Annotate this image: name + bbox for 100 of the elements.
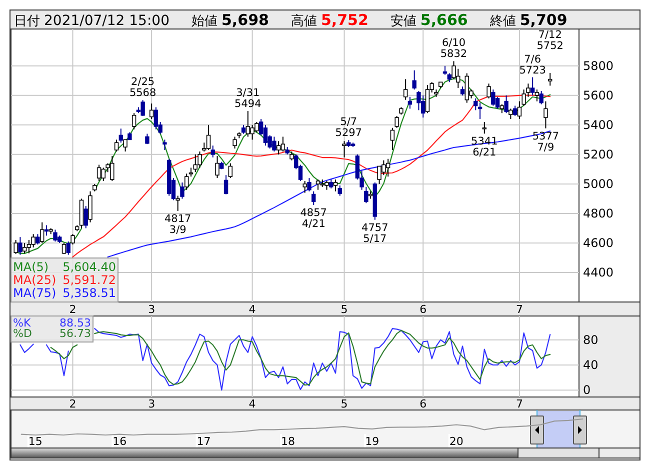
x-tick-label: 5 (340, 398, 348, 410)
annotation: 4817 3/9 (164, 212, 192, 236)
candlestick (18, 236, 22, 256)
annotation: 5,591.72 (62, 273, 116, 287)
candlestick (40, 222, 44, 244)
annotation: 88.53 (60, 316, 91, 330)
candlestick (53, 229, 58, 242)
candlestick (198, 150, 202, 168)
candlestick (504, 94, 508, 114)
y-tick-label: 5000 (583, 176, 614, 191)
candlestick (534, 89, 540, 102)
annotation: 2021/07/12 15:00 (44, 13, 170, 29)
candlestick (333, 179, 338, 192)
candlestick (84, 206, 88, 229)
candlestick (263, 124, 268, 146)
annotation: 3/31 5494 (234, 87, 262, 110)
candlestick (508, 108, 513, 120)
series-label: MA(5) (13, 260, 49, 274)
candlestick (246, 110, 250, 138)
x-tick-label: 2 (69, 303, 76, 316)
candlestick (162, 139, 167, 151)
series-label: %D (13, 327, 32, 340)
candlestick (276, 140, 281, 155)
candlestick (280, 136, 286, 152)
candlestick (22, 242, 27, 254)
annotation: 2/25 5568 (129, 76, 156, 100)
candlestick (403, 78, 408, 100)
candlestick (228, 162, 233, 179)
annotation: 4757 5/17 (362, 222, 388, 245)
annotation: 高値 (290, 13, 317, 29)
candlestick (62, 242, 66, 255)
annotation: 56.73 (60, 327, 91, 340)
x-tick-label: 4 (248, 303, 256, 316)
candlestick (495, 96, 500, 110)
x-tick-label: 6 (420, 303, 427, 316)
candlestick (215, 155, 220, 179)
candlestick (232, 136, 237, 150)
candlestick (342, 140, 346, 158)
x-tick-label: 7 (516, 303, 523, 316)
annotation: 5,752 (320, 11, 368, 29)
y-tick-label: 4400 (583, 265, 614, 280)
candlestick (420, 94, 426, 118)
candlestick (302, 180, 307, 194)
x-tick-label: 17 (196, 435, 211, 448)
y-tick-label: 80 (583, 332, 598, 347)
candlestick (184, 173, 189, 190)
y-tick-label: 5600 (583, 88, 614, 102)
annotation: 安値 (390, 13, 416, 29)
candlestick (118, 128, 124, 144)
candlestick (210, 145, 215, 158)
annotation: 始値 (192, 14, 218, 29)
y-tick-label: 40 (583, 358, 598, 372)
candlestick (26, 240, 32, 254)
annotation: 日付 (14, 14, 40, 29)
text: MA(75) (13, 286, 56, 300)
annotation: 7/6 5723 (519, 53, 546, 76)
candlestick (96, 164, 102, 182)
annotation: 終値 (488, 14, 516, 29)
series-label: %K (13, 316, 32, 330)
x-tick-label: 20 (449, 435, 464, 448)
candlestick (386, 158, 390, 178)
annotation: 5,358.51 (62, 286, 116, 300)
x-tick-label: 19 (365, 435, 380, 448)
candlestick (408, 96, 412, 110)
annotation: 4857 4/21 (300, 207, 327, 230)
annotation: 5,698 (222, 11, 269, 29)
candlestick (425, 84, 430, 114)
candlestick (539, 90, 544, 105)
candlestick (36, 234, 40, 245)
y-tick-label: 5200 (583, 147, 614, 162)
y-tick-label: 0 (583, 383, 591, 398)
candlestick (180, 182, 184, 200)
candlestick (149, 103, 154, 120)
candlestick (101, 167, 106, 182)
x-tick-label: 18 (280, 435, 295, 448)
annotation: 5,666 (420, 11, 468, 29)
candlestick (338, 184, 342, 196)
candlestick (206, 124, 211, 151)
candlestick (474, 98, 478, 111)
y-tick-label: 5800 (583, 58, 614, 73)
annotation: 7/12 5752 (536, 29, 564, 52)
x-tick-label: 6 (420, 398, 427, 410)
candlestick (307, 178, 312, 192)
candlestick (412, 70, 416, 90)
candlestick (394, 116, 399, 128)
x-tick-label: 3 (148, 303, 156, 316)
candlestick (140, 100, 145, 117)
series-label: MA(25) (13, 273, 56, 287)
x-tick-label: 15 (28, 435, 42, 448)
candlestick (548, 72, 552, 86)
x-tick-label: 4 (248, 398, 256, 410)
candlestick (70, 234, 75, 245)
annotation: 5/7 5297 (335, 116, 362, 140)
candlestick (312, 190, 316, 206)
candlestick (132, 112, 136, 130)
candlestick (316, 179, 320, 190)
y-tick-label: 4800 (583, 206, 614, 220)
annotation: 5377 7/9 (532, 130, 560, 154)
candlestick (14, 240, 18, 255)
x-tick-label: 7 (516, 398, 523, 410)
